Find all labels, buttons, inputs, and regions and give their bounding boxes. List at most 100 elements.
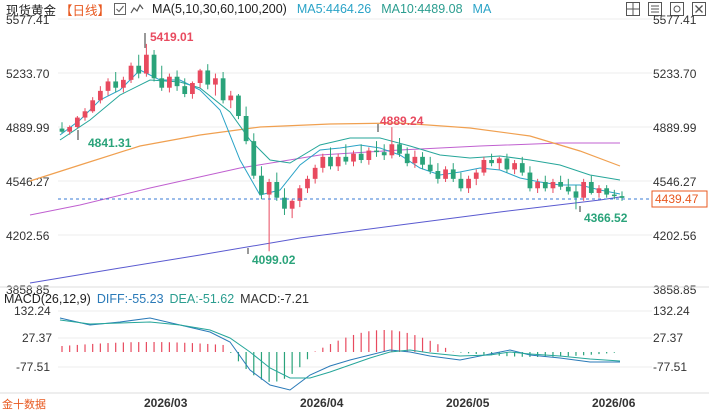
- candle[interactable]: [496, 156, 502, 170]
- candle[interactable]: [558, 175, 564, 190]
- candle-body: [144, 54, 149, 74]
- candle[interactable]: [550, 178, 556, 193]
- candle[interactable]: [404, 147, 410, 167]
- candle[interactable]: [435, 163, 441, 184]
- current-price-box: [651, 190, 708, 208]
- candle[interactable]: [573, 185, 579, 210]
- low-left-annotation: 4841.31: [88, 136, 132, 150]
- candle[interactable]: [466, 175, 471, 193]
- candle[interactable]: [182, 78, 188, 98]
- candle[interactable]: [282, 188, 287, 215]
- candle[interactable]: [565, 178, 571, 195]
- indicator-chart-icon[interactable]: [130, 3, 144, 15]
- candle[interactable]: [581, 178, 587, 201]
- candle[interactable]: [297, 185, 303, 208]
- list-icon[interactable]: [647, 1, 663, 17]
- candle[interactable]: [159, 65, 165, 91]
- candle[interactable]: [450, 163, 456, 182]
- candle[interactable]: [443, 166, 448, 182]
- candle[interactable]: [397, 137, 402, 157]
- candle[interactable]: [312, 164, 318, 184]
- candlestick-series[interactable]: [59, 33, 625, 254]
- candle[interactable]: [105, 78, 111, 96]
- candle[interactable]: [512, 159, 517, 175]
- candle-body: [450, 169, 456, 179]
- candle[interactable]: [82, 108, 88, 121]
- candle[interactable]: [228, 90, 234, 109]
- candle[interactable]: [59, 122, 65, 134]
- candle[interactable]: [420, 152, 425, 170]
- candle-body: [512, 163, 517, 170]
- candle-body: [519, 163, 525, 173]
- settings-icon[interactable]: [669, 1, 685, 17]
- candle[interactable]: [381, 144, 387, 160]
- candle[interactable]: [259, 166, 264, 200]
- candle[interactable]: [220, 72, 226, 104]
- candle-body: [190, 83, 195, 95]
- candle[interactable]: [473, 169, 479, 186]
- candle[interactable]: [328, 147, 333, 170]
- candle-body: [496, 158, 502, 164]
- candle-body: [251, 141, 257, 176]
- macd-title[interactable]: MACD(26,12,9): [4, 292, 91, 306]
- candle[interactable]: [481, 156, 487, 176]
- candle[interactable]: [412, 150, 418, 168]
- ma-extra-label: MA: [472, 2, 492, 16]
- candle[interactable]: [236, 94, 241, 120]
- candle[interactable]: [366, 147, 372, 165]
- candle[interactable]: [289, 199, 295, 219]
- candle[interactable]: [97, 86, 103, 104]
- candle[interactable]: [358, 144, 364, 164]
- candle[interactable]: [519, 156, 525, 176]
- price-axis-right-1: 5577.41: [653, 13, 697, 27]
- candle[interactable]: [113, 72, 119, 93]
- candle[interactable]: [604, 185, 610, 198]
- candle[interactable]: [596, 185, 602, 198]
- candle[interactable]: [243, 106, 249, 145]
- candle[interactable]: [489, 153, 494, 167]
- grid-icon[interactable]: [625, 1, 641, 17]
- period-selector[interactable]: 【日线】: [60, 3, 111, 18]
- candle[interactable]: [458, 172, 464, 192]
- candle[interactable]: [266, 178, 272, 252]
- candle-body: [259, 175, 264, 195]
- candle[interactable]: [335, 153, 341, 171]
- candle[interactable]: [174, 70, 180, 91]
- candle[interactable]: [343, 144, 349, 165]
- candle[interactable]: [588, 175, 594, 195]
- candle[interactable]: [504, 153, 510, 173]
- candle[interactable]: [389, 127, 395, 159]
- close-icon[interactable]: [691, 1, 707, 17]
- x-axis-label-3: 2026/05: [446, 396, 490, 410]
- candle[interactable]: [535, 178, 540, 193]
- ma-settings-label[interactable]: MA(5,10,30,60,100,200): [152, 2, 287, 16]
- ma5-line: [59, 69, 621, 196]
- candle[interactable]: [67, 125, 73, 135]
- candle[interactable]: [351, 150, 356, 167]
- candle[interactable]: [320, 153, 326, 173]
- candle[interactable]: [542, 175, 548, 192]
- candle[interactable]: [197, 68, 203, 88]
- candle[interactable]: [527, 166, 533, 192]
- candle[interactable]: [90, 97, 96, 113]
- candle[interactable]: [128, 62, 134, 84]
- candle[interactable]: [251, 133, 257, 179]
- candle[interactable]: [611, 189, 617, 200]
- candle[interactable]: [120, 76, 126, 93]
- candle[interactable]: [74, 116, 80, 129]
- candle-body: [558, 181, 564, 187]
- candle[interactable]: [190, 81, 195, 99]
- candle[interactable]: [136, 54, 142, 79]
- candle[interactable]: [144, 43, 149, 77]
- ma-purple-line: [29, 142, 620, 216]
- candle[interactable]: [213, 73, 218, 96]
- candle[interactable]: [374, 141, 379, 157]
- candle[interactable]: [151, 50, 157, 82]
- candle[interactable]: [274, 172, 280, 201]
- candle[interactable]: [205, 64, 211, 90]
- candle[interactable]: [167, 73, 172, 93]
- candle[interactable]: [427, 156, 433, 175]
- candle[interactable]: [305, 175, 310, 193]
- checkbox-icon[interactable]: [114, 3, 127, 15]
